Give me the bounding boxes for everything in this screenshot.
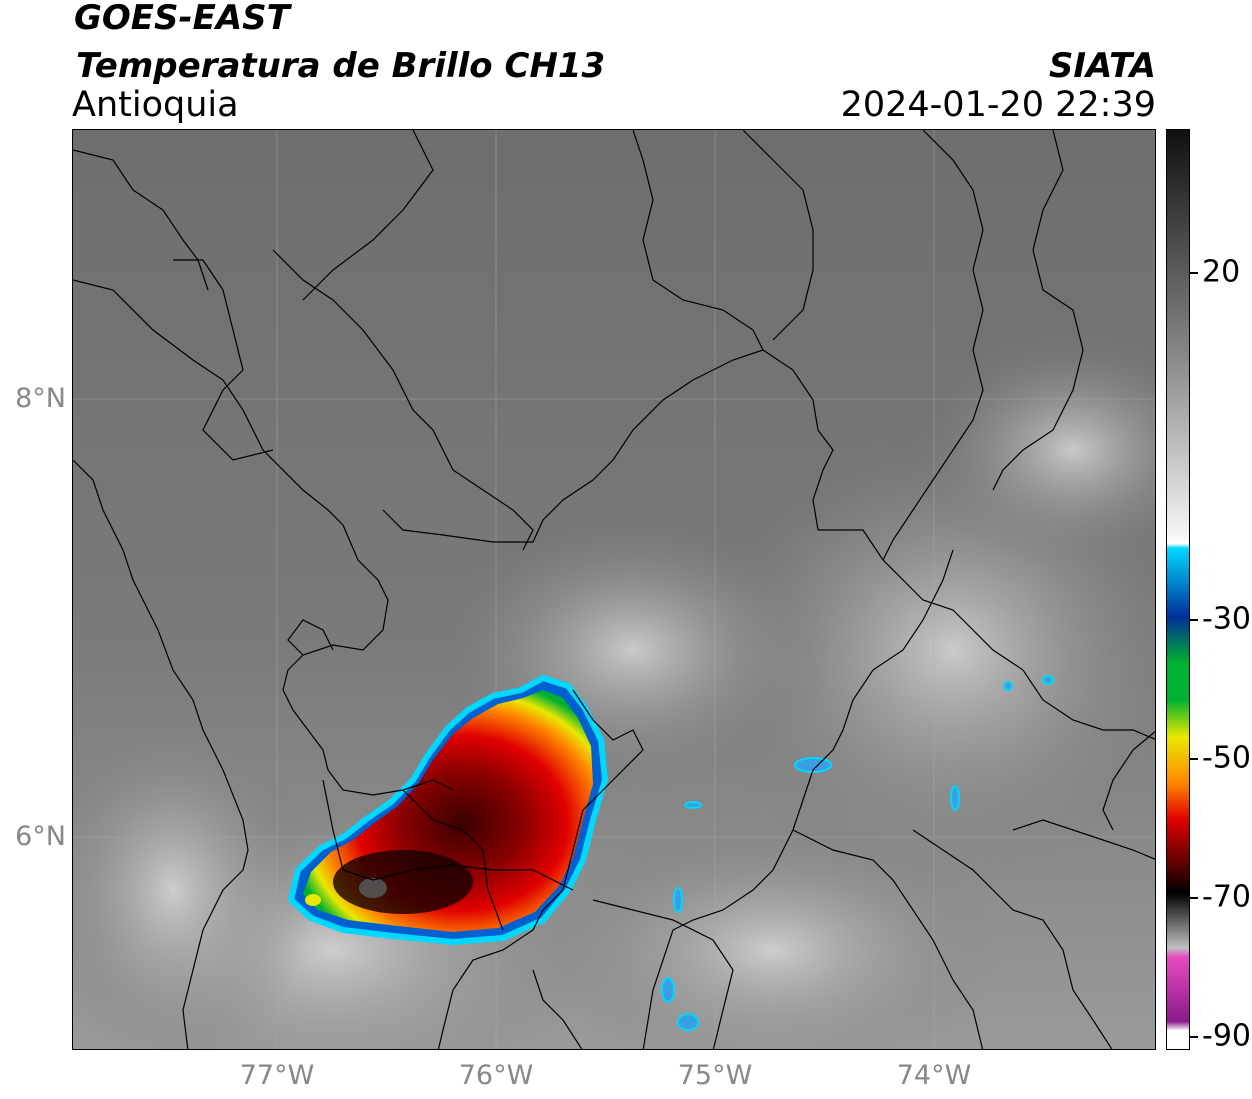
lon-label-75w: 75°W [677,1060,753,1091]
agency-label: SIATA [1048,46,1156,86]
lat-label-8n: 8°N [15,383,66,414]
region-label: Antioquia [72,85,239,125]
lon-label-76w: 76°W [458,1060,534,1091]
cold-spots [661,675,1054,1031]
colorbar-tick [1190,897,1198,899]
colorbar-label-minus90: -90 [1202,1018,1251,1054]
colorbar-label-minus70: -70 [1202,879,1251,915]
satellite-map[interactable] [72,129,1156,1050]
colorbar-tick [1190,758,1198,760]
lon-label-74w: 74°W [896,1060,972,1091]
colorbar-tick [1190,1036,1198,1038]
lon-label-77w: 77°W [239,1060,315,1091]
lat-label-6n: 6°N [15,821,66,852]
product-title: Temperatura de Brillo CH13 [76,46,606,86]
map-canvas [73,130,1155,1049]
colorbar-label-minus30: -30 [1202,601,1251,637]
colorbar-label-minus50: -50 [1202,740,1251,776]
colorbar-tick [1190,272,1198,274]
datetime-label: 2024-01-20 22:39 [840,85,1156,125]
colorbar-tick [1190,619,1198,621]
storm-cell [287,674,609,946]
colorbar-label-20: 20 [1202,254,1241,290]
satellite-title: GOES-EAST [74,0,290,38]
borders [73,130,1155,1049]
colorbar [1166,129,1190,1050]
